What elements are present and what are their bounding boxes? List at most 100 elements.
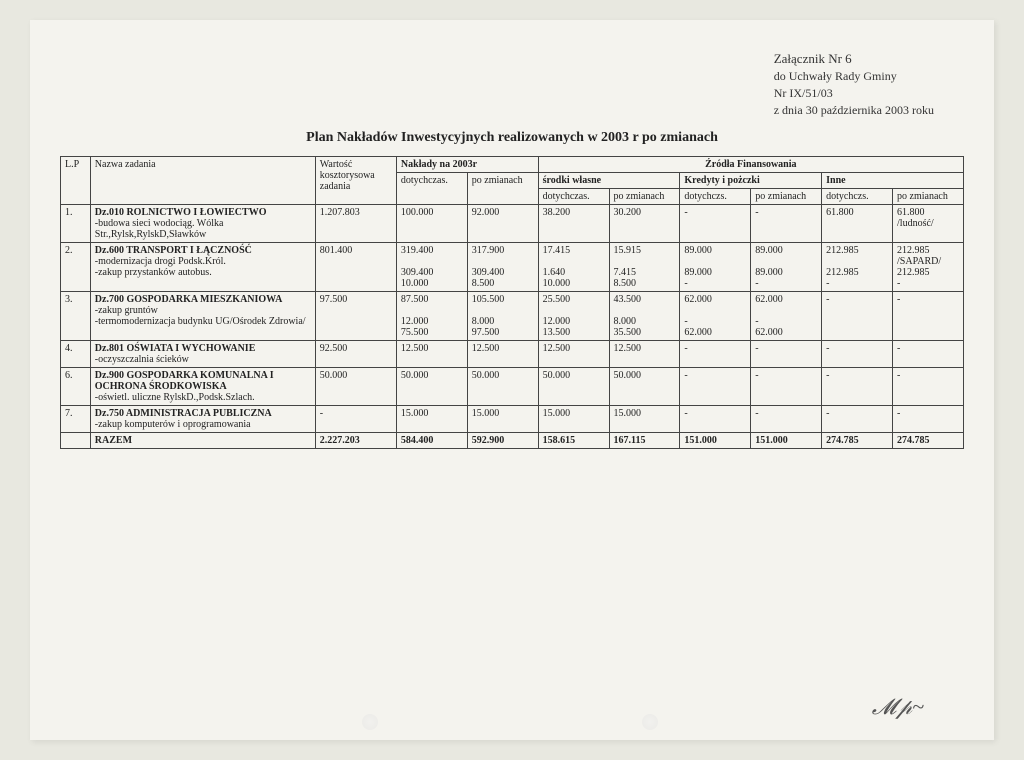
cell-lp: 3. <box>61 292 91 341</box>
cell-d7: - <box>822 341 893 368</box>
cell-d2: 317.900 309.4008.500 <box>467 243 538 292</box>
col-kr-dot: dotychczs. <box>680 189 751 205</box>
cell-d8: - <box>893 341 964 368</box>
table-row: 4.Dz.801 OŚWIATA I WYCHOWANIE-oczyszczal… <box>61 341 964 368</box>
cell-total-d8: 274.785 <box>893 433 964 449</box>
cell-lp <box>61 433 91 449</box>
cell-lp: 4. <box>61 341 91 368</box>
cell-d8: 212.985/SAPARD/212.985- <box>893 243 964 292</box>
cell-d6: - <box>751 406 822 433</box>
col-wartosc: Wartość kosztorysowa zadania <box>315 157 396 205</box>
cell-wartosc: 1.207.803 <box>315 205 396 243</box>
cell-total-d2: 592.900 <box>467 433 538 449</box>
attachment-line1: do Uchwały Rady Gminy <box>774 68 934 85</box>
cell-d1: 100.000 <box>396 205 467 243</box>
cell-d5: - <box>680 368 751 406</box>
cell-d2: 15.000 <box>467 406 538 433</box>
cell-total-d6: 151.000 <box>751 433 822 449</box>
cell-d4: 15.915 7.4158.500 <box>609 243 680 292</box>
cell-d6: - <box>751 205 822 243</box>
cell-d6: 89.000 89.000- <box>751 243 822 292</box>
cell-d5: - <box>680 205 751 243</box>
cell-lp: 6. <box>61 368 91 406</box>
cell-d4: 12.500 <box>609 341 680 368</box>
cell-d1: 15.000 <box>396 406 467 433</box>
cell-d8: - <box>893 368 964 406</box>
table-row-total: RAZEM2.227.203584.400592.900158.615167.1… <box>61 433 964 449</box>
cell-d5: 62.000 -62.000 <box>680 292 751 341</box>
cell-d3: 25.500 12.00013.500 <box>538 292 609 341</box>
cell-name: Dz.700 GOSPODARKA MIESZKANIOWA-zakup gru… <box>90 292 315 341</box>
cell-d6: - <box>751 368 822 406</box>
cell-lp: 7. <box>61 406 91 433</box>
cell-total-label: RAZEM <box>90 433 315 449</box>
cell-lp: 2. <box>61 243 91 292</box>
cell-d7: 212.985 212.985- <box>822 243 893 292</box>
table-row: 6.Dz.900 GOSPODARKA KOMUNALNA I OCHRONA … <box>61 368 964 406</box>
cell-wartosc: 801.400 <box>315 243 396 292</box>
document-page: Załącznik Nr 6 do Uchwały Rady Gminy Nr … <box>30 20 994 740</box>
cell-d2: 92.000 <box>467 205 538 243</box>
cell-name: Dz.750 ADMINISTRACJA PUBLICZNA-zakup kom… <box>90 406 315 433</box>
attachment-header: Załącznik Nr 6 do Uchwały Rady Gminy Nr … <box>774 50 934 119</box>
cell-d2: 12.500 <box>467 341 538 368</box>
signature: 𝓜𝓅~ <box>872 694 924 720</box>
cell-d8: - <box>893 292 964 341</box>
cell-d7: - <box>822 406 893 433</box>
cell-wartosc: 97.500 <box>315 292 396 341</box>
attachment-line3: z dnia 30 października 2003 roku <box>774 102 934 119</box>
cell-d6: - <box>751 341 822 368</box>
document-title: Plan Nakładów Inwestycyjnych realizowany… <box>60 130 964 146</box>
cell-d8: - <box>893 406 964 433</box>
col-in-dot: dotychczs. <box>822 189 893 205</box>
cell-total-d1: 584.400 <box>396 433 467 449</box>
cell-d6: 62.000 -62.000 <box>751 292 822 341</box>
cell-name: Dz.900 GOSPODARKA KOMUNALNA I OCHRONA ŚR… <box>90 368 315 406</box>
col-in-po: po zmianach <box>893 189 964 205</box>
cell-total-d7: 274.785 <box>822 433 893 449</box>
col-dotychczas: dotychczas. <box>396 173 467 205</box>
cell-d3: 15.000 <box>538 406 609 433</box>
col-pozmianach: po zmianach <box>467 173 538 205</box>
cell-d1: 12.500 <box>396 341 467 368</box>
cell-d4: 50.000 <box>609 368 680 406</box>
table-row: 7.Dz.750 ADMINISTRACJA PUBLICZNA-zakup k… <box>61 406 964 433</box>
cell-name: Dz.801 OŚWIATA I WYCHOWANIE-oczyszczalni… <box>90 341 315 368</box>
col-lp: L.P <box>61 157 91 205</box>
cell-d5: - <box>680 406 751 433</box>
table-row: 2.Dz.600 TRANSPORT I ŁĄCZNOŚĆ-modernizac… <box>61 243 964 292</box>
cell-lp: 1. <box>61 205 91 243</box>
attachment-title: Załącznik Nr 6 <box>774 50 934 68</box>
col-kr-po: po zmianach <box>751 189 822 205</box>
col-naklady: Nakłady na 2003r <box>396 157 538 173</box>
cell-d7: - <box>822 368 893 406</box>
cell-name: Dz.010 ROLNICTWO I ŁOWIECTWO-budowa siec… <box>90 205 315 243</box>
cell-d7: - <box>822 292 893 341</box>
cell-d4: 15.000 <box>609 406 680 433</box>
col-zrodla: Źródła Finansowania <box>538 157 963 173</box>
cell-d3: 38.200 <box>538 205 609 243</box>
col-sw-po: po zmianach <box>609 189 680 205</box>
cell-total-d4: 167.115 <box>609 433 680 449</box>
col-kredyty: Kredyty i pożczki <box>680 173 822 189</box>
hole-punch-right <box>642 714 658 730</box>
col-sw-dot: dotychczas. <box>538 189 609 205</box>
cell-d3: 50.000 <box>538 368 609 406</box>
cell-d2: 50.000 <box>467 368 538 406</box>
cell-d4: 43.500 8.00035.500 <box>609 292 680 341</box>
cell-d3: 12.500 <box>538 341 609 368</box>
col-srodki: środki własne <box>538 173 680 189</box>
cell-d1: 50.000 <box>396 368 467 406</box>
cell-d4: 30.200 <box>609 205 680 243</box>
cell-d3: 17.415 1.64010.000 <box>538 243 609 292</box>
hole-punch-left <box>362 714 378 730</box>
investment-table: L.P Nazwa zadania Wartość kosztorysowa z… <box>60 156 964 449</box>
cell-d1: 87.500 12.00075.500 <box>396 292 467 341</box>
cell-d8: 61.800/ludność/ <box>893 205 964 243</box>
table-row: 1.Dz.010 ROLNICTWO I ŁOWIECTWO-budowa si… <box>61 205 964 243</box>
col-inne: Inne <box>822 173 964 189</box>
cell-wartosc: - <box>315 406 396 433</box>
cell-wartosc: 50.000 <box>315 368 396 406</box>
cell-wartosc: 92.500 <box>315 341 396 368</box>
cell-d5: 89.000 89.000- <box>680 243 751 292</box>
